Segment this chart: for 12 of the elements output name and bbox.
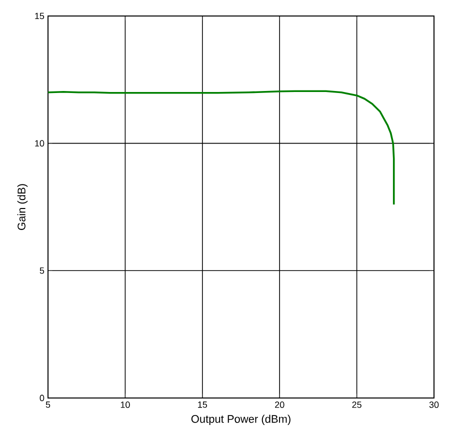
x-tick-label: 25: [352, 402, 362, 408]
y-tick-label: 15: [35, 12, 44, 20]
x-tick-label: 15: [198, 402, 208, 408]
y-axis-title: Gain (dB): [17, 184, 28, 230]
y-tick-label: 10: [35, 140, 44, 147]
x-tick-label: 5: [46, 402, 50, 408]
y-tick-label: 5: [40, 268, 44, 274]
x-tick-label: 10: [120, 402, 130, 408]
x-axis-title: Output Power (dBm): [191, 414, 290, 425]
y-tick-label: 0: [40, 394, 44, 402]
x-tick-label: 20: [275, 402, 284, 408]
x-tick-label: 30: [429, 402, 439, 408]
